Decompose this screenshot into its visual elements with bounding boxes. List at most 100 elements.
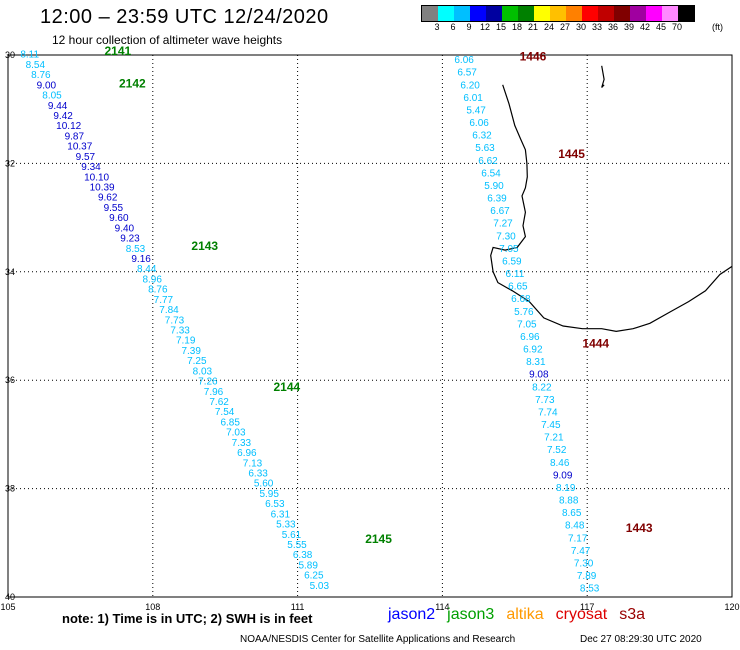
swh-value-west-track: 10.37	[67, 142, 92, 153]
swh-value-west-track: 7.19	[176, 336, 196, 347]
swh-value-west-track: 7.03	[226, 428, 246, 439]
swh-value-west-track: 7.25	[187, 356, 207, 367]
colorbar-tick-label: 18	[511, 22, 523, 32]
swh-value-west-track: 7.54	[215, 407, 235, 418]
swh-value-west-track: 9.00	[37, 80, 57, 91]
legend-altika: altika	[506, 606, 544, 623]
latitude-label: 40	[5, 592, 15, 602]
latitude-label: 30	[5, 50, 15, 60]
swh-value-west-track: 7.84	[159, 305, 179, 316]
legend-jason3: jason3	[447, 606, 495, 623]
swh-value-east-track: 6.39	[487, 194, 507, 205]
longitude-label: 120	[724, 602, 739, 612]
colorbar-swatch	[662, 6, 678, 21]
map-subtitle: 12 hour collection of altimeter wave hei…	[52, 33, 283, 47]
swh-value-east-track: 6.01	[463, 93, 483, 104]
footer-note: note: 1) Time is in UTC; 2) SWH is in fe…	[62, 611, 313, 626]
swh-value-west-track: 9.57	[76, 152, 96, 163]
swh-value-west-track: 9.40	[115, 223, 135, 234]
swh-value-east-track: 8.19	[556, 483, 576, 494]
colorbar-swatch	[614, 6, 630, 21]
swh-value-west-track: 5.03	[310, 581, 330, 592]
swh-value-west-track: 7.33	[170, 326, 190, 337]
swh-value-west-track: 5.95	[259, 489, 279, 500]
swh-value-east-track: 6.62	[478, 156, 498, 167]
colorbar-swatch	[550, 6, 566, 21]
colorbar-tick-label: 30	[575, 22, 587, 32]
swh-value-east-track: 7.47	[571, 546, 591, 557]
colorbar-unit: (ft)	[712, 22, 723, 32]
swh-value-west-track: 10.10	[84, 172, 109, 183]
swh-value-west-track: 7.62	[209, 397, 229, 408]
swh-value-east-track: 8.31	[526, 357, 546, 368]
swh-value-east-track: 7.21	[544, 433, 564, 444]
swh-value-east-track: 6.06	[454, 55, 474, 66]
latitude-label: 38	[5, 484, 15, 494]
colorbar	[421, 5, 695, 22]
colorbar-tick-label: 45	[655, 22, 667, 32]
swh-value-east-track: 6.57	[457, 68, 477, 79]
swh-value-west-track: 8.96	[142, 274, 162, 285]
swh-value-east-track: 7.89	[577, 571, 597, 582]
colorbar-tick-label: 36	[607, 22, 619, 32]
swh-value-east-track: 8.22	[532, 382, 552, 393]
swh-value-east-track: 5.76	[514, 307, 534, 318]
swh-value-west-track: 7.96	[204, 387, 224, 398]
swh-value-east-track: 6.67	[490, 206, 510, 217]
swh-value-west-track: 5.33	[276, 520, 296, 531]
swh-value-east-track: 6.59	[502, 256, 522, 267]
swh-value-west-track: 8.76	[31, 70, 51, 81]
swh-value-east-track: 9.08	[529, 370, 549, 381]
swh-value-east-track: 5.47	[466, 106, 486, 117]
colorbar-swatch	[454, 6, 470, 21]
swh-value-west-track: 9.44	[48, 101, 68, 112]
swh-value-west-track: 9.42	[53, 111, 73, 122]
colorbar-tick-label: 33	[591, 22, 603, 32]
swh-value-east-track: 7.27	[493, 219, 513, 230]
swh-value-west-track: 5.60	[254, 479, 274, 490]
swh-value-east-track: 8.53	[580, 584, 600, 595]
footer-timestamp: Dec 27 08:29:30 UTC 2020	[580, 634, 702, 645]
swh-value-west-track: 6.96	[237, 448, 257, 459]
swh-value-east-track: 7.73	[535, 395, 555, 406]
swh-value-west-track: 8.11	[20, 50, 39, 61]
swh-value-west-track: 7.26	[198, 377, 218, 388]
swh-value-east-track: 7.52	[547, 445, 567, 456]
swh-value-west-track: 7.77	[154, 295, 174, 306]
legend-jason2: jason2	[388, 606, 436, 623]
footer-credit: NOAA/NESDIS Center for Satellite Applica…	[240, 634, 516, 645]
swh-value-east-track: 7.05	[499, 244, 519, 255]
longitude-label: 105	[0, 602, 15, 612]
swh-value-west-track: 7.13	[243, 458, 263, 469]
swh-value-west-track: 9.16	[131, 254, 151, 265]
colorbar-tick-label: 42	[639, 22, 651, 32]
colorbar-swatch	[438, 6, 454, 21]
coastline	[490, 84, 733, 333]
colorbar-tick-label: 39	[623, 22, 635, 32]
pass-label: 2143	[191, 239, 218, 253]
swh-value-east-track: 6.96	[520, 332, 540, 343]
swh-value-west-track: 8.76	[148, 285, 168, 296]
swh-value-east-track: 6.32	[472, 131, 492, 142]
colorbar-swatch	[678, 6, 694, 21]
pass-label: 1443	[626, 521, 653, 535]
swh-value-east-track: 8.46	[550, 458, 570, 469]
colorbar-tick-label: 12	[479, 22, 491, 32]
pass-label: 2142	[119, 77, 146, 91]
swh-value-east-track: 6.68	[511, 294, 531, 305]
colorbar-tick-label: 24	[543, 22, 555, 32]
swh-value-east-track: 7.74	[538, 407, 558, 418]
longitude-label: 114	[435, 602, 449, 612]
satellite-legend: jason2 jason3 altika cryosat s3a	[388, 606, 645, 624]
swh-value-east-track: 8.65	[562, 508, 582, 519]
swh-value-west-track: 8.03	[193, 366, 213, 377]
swh-value-east-track: 7.30	[496, 231, 516, 242]
swh-value-west-track: 10.39	[90, 183, 115, 194]
colorbar-swatch	[486, 6, 502, 21]
island-outline	[601, 65, 605, 88]
swh-value-west-track: 5.55	[287, 540, 307, 551]
swh-value-west-track: 6.38	[293, 550, 313, 561]
longitude-label: 108	[145, 602, 160, 612]
colorbar-swatch	[534, 6, 550, 21]
